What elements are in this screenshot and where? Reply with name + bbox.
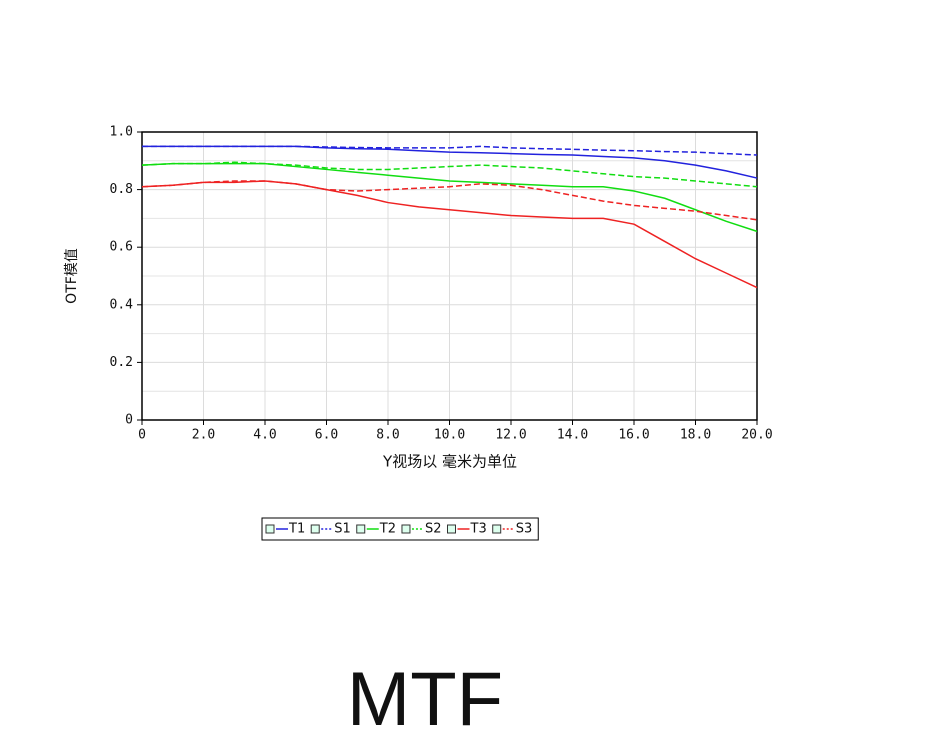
x-tick-label: 20.0 [741, 428, 772, 443]
legend-label: S3 [516, 522, 533, 537]
series-line [141, 180, 758, 289]
y-tick-label: 0.8 [110, 182, 133, 197]
legend: T1 S1 T2 S2 T3 S3 [261, 517, 539, 541]
legend-icon [401, 524, 411, 534]
series-line [141, 180, 758, 221]
legend-icon [310, 524, 320, 534]
legend-label: T2 [379, 522, 396, 537]
x-axis-label: Y视场以 毫米为单位 [382, 453, 517, 471]
x-tick-label: 8.0 [376, 428, 399, 443]
y-tick-label: 0.4 [110, 297, 134, 312]
legend-icon [265, 524, 275, 534]
x-tick-label: 2.0 [192, 428, 215, 443]
plot-frame [141, 131, 758, 421]
y-tick-label: 0.6 [110, 240, 133, 255]
legend-frame [261, 517, 539, 541]
x-tick-label: 6.0 [315, 428, 338, 443]
y-tick-label: 0.2 [110, 355, 133, 370]
y-tick-label: 0 [125, 413, 133, 428]
x-tick-label: 10.0 [434, 428, 465, 443]
legend-label: S1 [334, 522, 351, 537]
legend-label: T1 [288, 522, 305, 537]
legend-icon [447, 524, 456, 534]
y-tick-label: 1.0 [110, 125, 133, 140]
legend-icon [492, 524, 502, 534]
legend-label: T3 [470, 522, 487, 537]
y-axis-label: OTF模值 [64, 248, 80, 304]
series-line [142, 145, 758, 156]
x-tick-label: 14.0 [557, 428, 588, 443]
x-tick-label: 12.0 [495, 428, 526, 443]
series-line [141, 161, 758, 188]
legend-icon [356, 524, 366, 534]
legend-label: S2 [425, 522, 442, 537]
x-tick-label: 0 [138, 428, 146, 443]
x-tick-label: 16.0 [618, 428, 649, 443]
series-line [141, 162, 758, 233]
x-tick-label: 4.0 [253, 428, 276, 443]
page-title: MTF [347, 657, 503, 742]
x-tick-label: 18.0 [680, 428, 711, 443]
